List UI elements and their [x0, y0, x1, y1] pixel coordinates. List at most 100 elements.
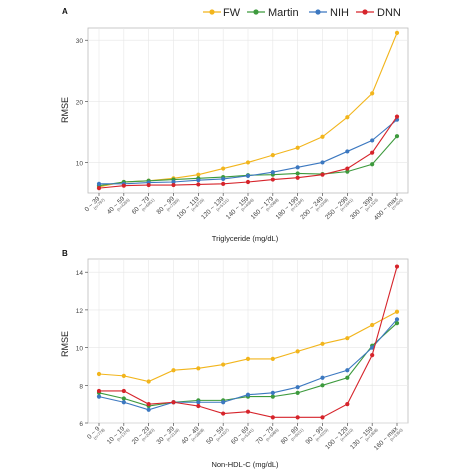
panel-a-point-nih	[245, 173, 251, 178]
panel-b-point-fw	[370, 322, 375, 328]
panel-b-point-fw	[221, 362, 226, 367]
panel-b-point-nih	[245, 392, 251, 397]
panel-a-point-nih	[295, 165, 300, 170]
panel-b-y-tick-label: 6	[79, 421, 83, 428]
panel-a-point-nih	[345, 149, 350, 154]
panel-b-point-fw	[320, 341, 325, 346]
panel-b-point-nih	[295, 385, 300, 390]
panel-b-point-nih	[196, 400, 201, 405]
panel-b-point-dnn	[345, 402, 350, 407]
panel-b-point-dnn	[96, 388, 102, 394]
panel-a-point-fw	[245, 160, 251, 165]
legend-label-martin: Martin	[268, 7, 299, 19]
panel-a-point-fw	[345, 115, 350, 120]
legend-item-martin: Martin	[247, 7, 299, 19]
panel-a-point-dnn	[245, 179, 251, 185]
panel-b-point-dnn	[270, 415, 275, 420]
panel-a-point-nih	[370, 138, 375, 143]
panel-b-y-tick-label: 12	[76, 308, 84, 315]
panel-a-point-fw	[221, 166, 226, 171]
panel-a-point-dnn	[121, 183, 126, 188]
legend-marker-fw	[209, 9, 215, 15]
panel-b-y-axis-label: RMSE	[60, 331, 70, 357]
panel-a-point-nih	[196, 178, 201, 183]
panel-a-point-dnn	[196, 182, 201, 187]
panel-a-point-fw	[270, 153, 275, 158]
panel-a-point-fw	[394, 30, 400, 35]
panel-b-point-martin	[320, 383, 325, 388]
panel-a-point-dnn	[221, 181, 226, 186]
panel-a-point-nih	[270, 170, 275, 175]
panel-b-point-fw	[270, 356, 275, 362]
panel-b-point-fw	[245, 356, 251, 362]
panel-b-point-nih	[394, 317, 400, 322]
panel-b-point-fw	[146, 379, 151, 384]
legend-marker-dnn	[362, 9, 368, 15]
legend-item-nih: NIH	[309, 7, 349, 19]
panel-a-y-tick-label: 10	[76, 160, 84, 167]
panel-a-point-fw	[295, 145, 300, 150]
panel-a-point-martin	[345, 169, 350, 174]
panel-a-point-fw	[320, 134, 325, 139]
panel-b-point-nih	[320, 375, 325, 380]
panel-b-point-fw	[394, 309, 400, 314]
panel-b-point-fw	[196, 366, 201, 371]
panel-a-series-dnn	[96, 114, 400, 191]
panel-a-point-martin	[295, 171, 300, 176]
panel-a-point-fw	[196, 172, 201, 177]
panel-b-point-nih	[370, 345, 375, 350]
legend-item-dnn: DNN	[356, 7, 401, 19]
panel-a-point-dnn	[295, 175, 300, 180]
panel-b-point-dnn	[196, 403, 201, 409]
panel-a-point-martin	[370, 162, 375, 167]
panel-a-point-dnn	[270, 177, 275, 182]
panel-b-point-martin	[295, 390, 300, 395]
panel-b-x-axis-label: Non-HDL-C (mg/dL)	[211, 460, 279, 469]
panel-a-point-nih	[320, 160, 325, 165]
panel-a-point-dnn	[171, 182, 176, 188]
panel-a-point-dnn	[394, 114, 400, 119]
panel-b-point-fw	[295, 349, 300, 354]
panel-b-point-martin	[394, 320, 400, 326]
panel-a-point-dnn	[96, 186, 102, 191]
panel-a-point-dnn	[345, 166, 350, 171]
panel-b-point-dnn	[171, 400, 176, 405]
panel-b-point-martin	[270, 394, 275, 399]
panel-a-point-dnn	[370, 150, 375, 155]
panel-b-point-nih	[146, 407, 151, 412]
panel-b-point-dnn	[394, 264, 400, 269]
panel-b-point-fw	[96, 371, 102, 377]
panel-a-point-nih	[171, 179, 176, 185]
panel-b-point-fw	[121, 373, 126, 378]
panel-b-series-dnn	[96, 264, 400, 420]
panel-a-series-nih	[96, 117, 400, 186]
panel-a-point-fw	[370, 91, 375, 96]
panel-a-point-nih	[96, 181, 102, 186]
panel-a-y-tick-label: 30	[76, 38, 84, 45]
legend-item-fw: FW	[203, 7, 241, 19]
legend-marker-nih	[315, 9, 321, 15]
panel-b-point-nih	[221, 400, 226, 405]
panel-b-point-nih	[345, 368, 350, 373]
legend: FW Martin NIH DNN	[203, 7, 401, 19]
legend-label-nih: NIH	[330, 7, 349, 19]
panel-b-point-dnn	[146, 402, 151, 407]
legend-label-fw: FW	[223, 7, 241, 19]
panel-b-tag: B	[62, 249, 68, 258]
panel-b-y-tick-label: 8	[79, 383, 83, 390]
panel-a-y-axis-label: RMSE	[60, 97, 70, 123]
panel-b-point-dnn	[121, 388, 126, 394]
panel-b-point-dnn	[245, 409, 251, 414]
legend-marker-martin	[253, 9, 259, 15]
panel-b-point-nih	[96, 394, 102, 399]
panel-b-series-fw	[96, 309, 400, 384]
panel-a-tag: A	[62, 7, 68, 16]
panel-b-y-tick-label: 10	[76, 346, 84, 353]
panel-b-point-fw	[171, 368, 176, 373]
panel-b-point-nih	[121, 400, 126, 405]
panel-b-point-nih	[270, 390, 275, 395]
panel-b-y-tick-label: 14	[76, 270, 84, 277]
panel-a-point-dnn	[320, 172, 325, 177]
